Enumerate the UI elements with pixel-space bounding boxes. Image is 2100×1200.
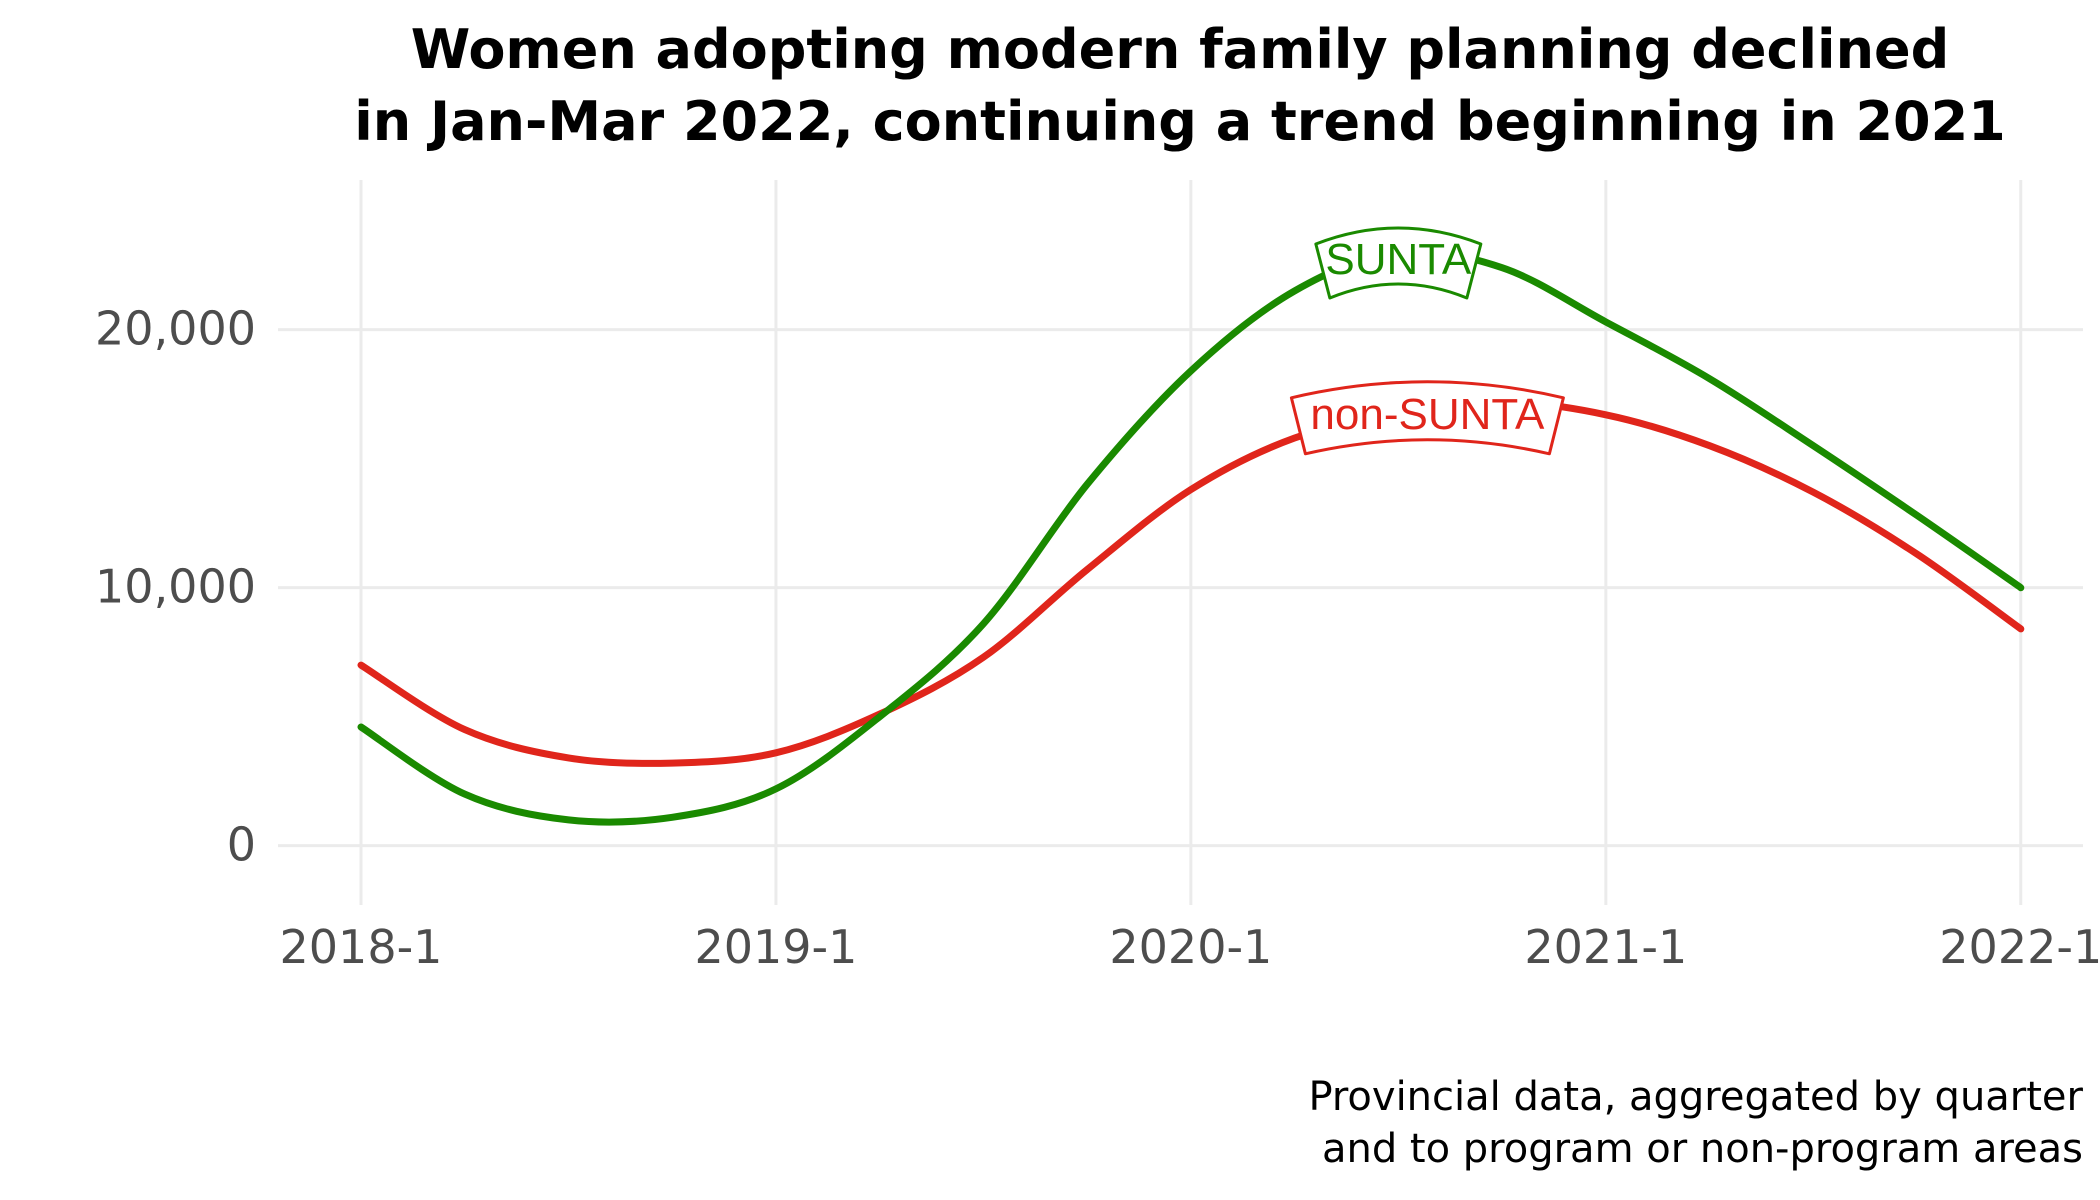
chart-caption: Provincial data, aggregated by quarter a… <box>1308 1074 2083 1172</box>
series-line-sunta <box>357 247 2025 826</box>
y-axis-tick-labels: 0 10,000 20,000 <box>95 302 256 872</box>
chart-title-line-1: Women adopting modern family planning de… <box>411 18 1950 81</box>
series-label-text: SUNTA <box>1325 235 1472 284</box>
series-label-sunta: SUNTA <box>1314 226 1483 300</box>
chart-title-line-2: in Jan-Mar 2022, continuing a trend begi… <box>354 90 2006 153</box>
series-label-box <box>1289 380 1565 456</box>
x-tick-label: 2019-1 <box>694 920 857 974</box>
x-tick-label: 2021-1 <box>1524 920 1687 974</box>
series-line-non-sunta <box>357 398 2025 767</box>
caption-line-1: Provincial data, aggregated by quarter <box>1308 1074 2083 1120</box>
x-tick-label: 2018-1 <box>280 920 443 974</box>
chart-title: Women adopting modern family planning de… <box>354 18 2006 153</box>
series-label-box <box>1314 226 1483 300</box>
x-axis-tick-labels: 2018-1 2019-1 2020-1 2021-1 2022-1 <box>280 920 2100 974</box>
y-tick-label: 20,000 <box>95 302 256 356</box>
y-tick-label: 0 <box>227 818 256 872</box>
caption-line-2: and to program or non-program areas <box>1322 1126 2083 1172</box>
series-label-non-sunta: non-SUNTA <box>1289 380 1565 456</box>
series-lines <box>357 247 2025 826</box>
series-labels: SUNTA non-SUNTA <box>1289 226 1565 456</box>
x-tick-label: 2022-1 <box>1939 920 2100 974</box>
series-label-text: non-SUNTA <box>1310 390 1545 439</box>
grid <box>278 180 2083 905</box>
y-tick-label: 10,000 <box>95 560 256 614</box>
x-tick-label: 2020-1 <box>1109 920 1272 974</box>
